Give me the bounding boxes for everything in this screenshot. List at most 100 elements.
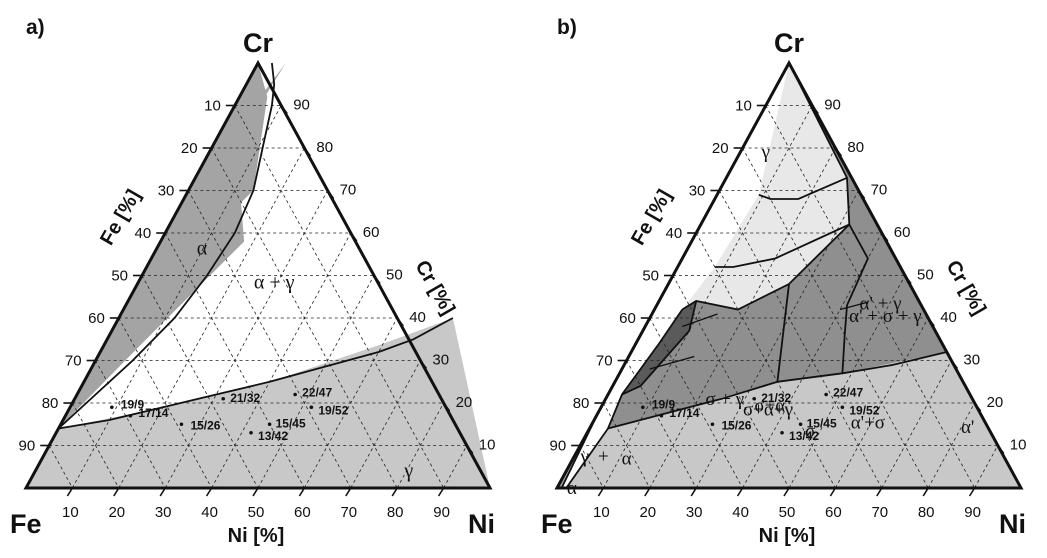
- tick-bottom: [113, 487, 120, 497]
- grid-line-fe: [118, 317, 212, 489]
- tick-label-right: 20: [456, 394, 473, 411]
- alloy-label: 21/32: [761, 391, 791, 405]
- region-sigma: [682, 224, 850, 310]
- grid-line-fe: [72, 402, 120, 489]
- tick-label-bottom: 60: [825, 504, 842, 521]
- tick-label-left: 20: [181, 140, 198, 157]
- tick-bottom: [66, 487, 74, 497]
- grid-line-ni: [396, 402, 444, 489]
- leader-sigma-alpha: [682, 313, 718, 328]
- grid-line-ni: [695, 190, 859, 489]
- tick-marks: [571, 104, 1005, 497]
- tick-label-right: 70: [871, 182, 888, 199]
- tick-label-right: 10: [479, 437, 496, 454]
- tick-label-bottom: 40: [732, 504, 749, 521]
- alloy-point: [221, 396, 225, 401]
- tick-label-bottom: 70: [340, 504, 357, 521]
- alloy-point: [293, 392, 297, 397]
- tick-bottom: [205, 487, 213, 497]
- tick-labels: 10 90 10 20 80 20 30 70 30 40 60 40 50 50 50 60 40 60 70 30…: [19, 97, 496, 522]
- grid-line-ni: [350, 360, 421, 489]
- tick-label-bottom: 50: [779, 504, 796, 521]
- grid-line-fe: [579, 445, 604, 489]
- alloy-label: 15/45: [276, 416, 306, 430]
- alloy-point: [641, 405, 645, 410]
- leader-alphaprime-sigma-gamma: [839, 301, 868, 311]
- tick-bottom: [252, 487, 259, 497]
- tick-bottom: [876, 487, 883, 497]
- grid-line-fe: [95, 360, 166, 489]
- tick-label-left: 10: [735, 98, 752, 115]
- tick-label-bottom: 60: [294, 504, 311, 521]
- phase-label-sigma: σ: [805, 421, 815, 442]
- region-alpha-gamma-white: [561, 394, 622, 488]
- tick-bottom: [690, 487, 697, 497]
- alloy-label: 15/45: [807, 416, 837, 430]
- tick-label-left: 30: [689, 183, 706, 200]
- alloy-label: 19/9: [652, 397, 676, 411]
- apex-labels: Cr Fe Ni: [541, 28, 1026, 539]
- phase-label-gamma: γ: [761, 142, 770, 163]
- panel-label: a): [26, 16, 45, 39]
- alloy-label: 22/47: [833, 386, 863, 400]
- grid-line-fe: [765, 105, 975, 489]
- alloy-label: 19/52: [849, 403, 879, 417]
- phase-label-alphaprime-gamma: α' + γ: [860, 294, 902, 315]
- grid-line-ni: [788, 275, 906, 489]
- tick-label-left: 10: [204, 98, 221, 115]
- tick-label-left: 70: [65, 353, 82, 370]
- tick-label-bottom: 80: [918, 504, 935, 521]
- phase-label-gamma: γ: [403, 460, 413, 482]
- grid-line-ni: [164, 190, 328, 489]
- boundary-sigma-alpha: [621, 300, 698, 396]
- tick-label-bottom: 20: [108, 504, 125, 521]
- tick-label-right: 90: [824, 97, 841, 114]
- boundary-alphaprime: [758, 176, 848, 200]
- tick-right: [466, 445, 474, 454]
- tick-marks: [40, 104, 474, 497]
- region-gamma: [557, 352, 1021, 488]
- boundary-gamma: [58, 317, 454, 430]
- boundary-alpha: [57, 62, 276, 430]
- tick-label-bottom: 20: [639, 504, 656, 521]
- axis-label-ni: Ni [%]: [759, 525, 816, 547]
- phase-label-alphaprime: α': [961, 417, 974, 438]
- tick-label-left: 60: [88, 310, 105, 327]
- tick-right: [881, 232, 889, 242]
- grid-line-ni: [974, 445, 999, 489]
- grid-line-ni: [72, 105, 282, 489]
- region-sigma-gamma: [608, 224, 868, 429]
- tick-bottom: [922, 487, 929, 497]
- tick-label-left: 80: [573, 395, 590, 412]
- tick-label-right: 60: [894, 224, 911, 241]
- tick-bottom: [829, 487, 837, 497]
- ternary-diagram-b: 10 90 10 20 80 20 30 70 30 40 60 40 50 50 50 60 40 60 70 30…: [541, 16, 1026, 547]
- grid-line-ni: [927, 402, 975, 489]
- grid-line-fe: [672, 275, 790, 489]
- tick-label-bottom: 90: [433, 504, 450, 521]
- grid-line-fe: [719, 190, 883, 489]
- tick-right: [973, 402, 982, 412]
- alloy-label: 17/14: [669, 406, 699, 420]
- grid-line-fe: [649, 317, 743, 489]
- alloy-point: [710, 422, 715, 427]
- phase-boundaries: [57, 62, 454, 430]
- tick-bottom: [437, 487, 445, 497]
- tick-label-left: 40: [135, 225, 152, 242]
- tick-bottom: [391, 487, 398, 497]
- tick-label-right: 30: [963, 352, 980, 369]
- phase-label-sigma-alpha: σ+α: [754, 396, 785, 417]
- boundary-alphaprime-sigma: [714, 223, 850, 268]
- tick-labels: 10 90 10 20 80 20 30 70 30 40 60 40 50 50 50 60 40 60 70 30…: [550, 97, 1027, 522]
- tick-right: [811, 105, 819, 114]
- tick-label-left: 90: [550, 438, 567, 455]
- tick-label-right: 30: [432, 352, 449, 369]
- grid-line-ni: [257, 275, 375, 489]
- tick-label-left: 50: [642, 268, 659, 285]
- phase-label-plus: +: [598, 447, 609, 468]
- tick-label-bottom: 90: [964, 504, 981, 521]
- tick-bottom: [345, 487, 352, 497]
- tick-label-right: 50: [386, 267, 403, 284]
- tick-right: [350, 232, 358, 242]
- phase-label-alpha: α: [197, 237, 208, 259]
